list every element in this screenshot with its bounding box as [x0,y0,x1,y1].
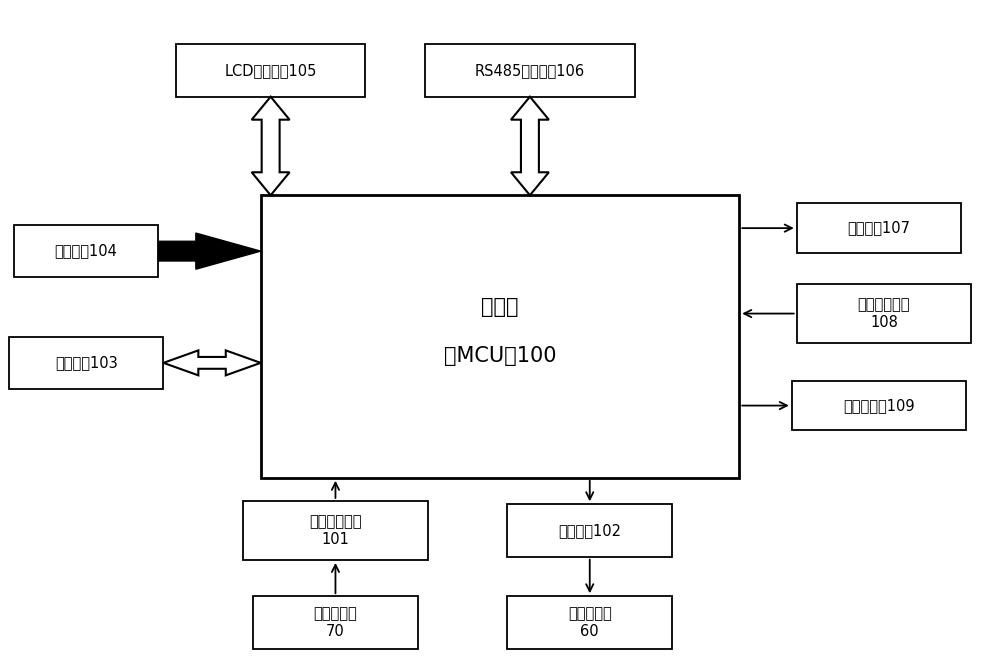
Text: 电源单元104: 电源单元104 [55,244,118,259]
Bar [797,203,961,253]
Polygon shape [163,350,261,376]
Bar [507,504,672,557]
Text: 流量控制阀
60: 流量控制阀 60 [568,607,612,639]
Polygon shape [158,233,261,269]
Text: 键盘单元103: 键盘单元103 [55,355,118,370]
Polygon shape [252,96,290,195]
Bar [243,501,428,560]
Text: 泵控制单元109: 泵控制单元109 [843,398,915,413]
Bar [507,596,672,649]
Bar [14,225,158,277]
Bar [261,195,739,478]
Text: 液位测试单元
108: 液位测试单元 108 [858,298,910,330]
Bar [792,381,966,430]
Text: 报警单元107: 报警单元107 [847,220,910,236]
Text: RS485通讯单元106: RS485通讯单元106 [475,63,585,78]
Bar [253,596,418,649]
Text: 驱动单元102: 驱动单元102 [558,523,621,538]
Text: 单片机: 单片机 [481,297,519,317]
Text: （MCU）100: （MCU）100 [444,346,556,366]
Text: 信号处理单元
101: 信号处理单元 101 [309,514,362,546]
Bar [425,44,635,96]
Polygon shape [511,96,549,195]
Bar [9,337,163,389]
Bar [176,44,365,96]
Bar [797,284,971,343]
Text: 流量传感器
70: 流量传感器 70 [314,607,357,639]
Text: LCD显示单元105: LCD显示单元105 [224,63,317,78]
